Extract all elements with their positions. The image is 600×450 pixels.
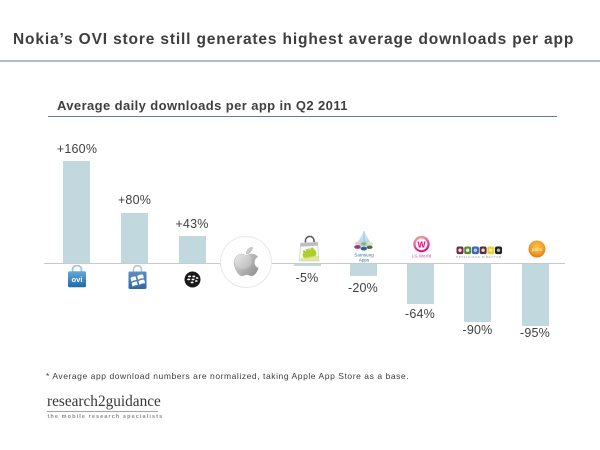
svg-text:LG World: LG World xyxy=(412,254,431,259)
svg-text:Samsung: Samsung xyxy=(354,253,374,258)
svg-text:palm: palm xyxy=(532,247,543,252)
svg-text:ovi: ovi xyxy=(72,275,83,284)
svg-text:W: W xyxy=(417,239,426,249)
svg-text:Apps: Apps xyxy=(359,258,370,263)
svg-text:APPOLICIOUS DIRECTORY: APPOLICIOUS DIRECTORY xyxy=(456,255,502,259)
